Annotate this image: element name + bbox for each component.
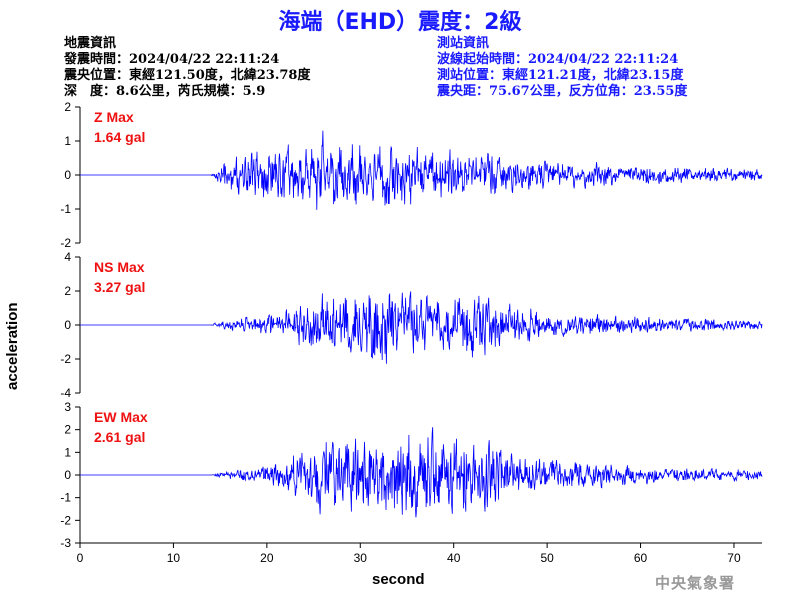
z-max-title: Z Max [94,109,134,125]
z-y-tick-label: 2 [64,100,71,114]
origin-time: 發震時間：2024/04/22 22:11:24 [64,52,280,67]
wave-start-time: 波線起始時間：2024/04/22 22:11:24 [437,52,679,67]
z-y-tick-label: 1 [64,134,71,148]
agency-watermark: 中央氣象署 [655,574,736,592]
epicentral-distance: 震央距：75.67公里，反方位角：23.55度 [437,84,688,99]
ew-y-tick-label: 3 [64,400,71,414]
x-tick-label: 40 [447,551,461,565]
x-tick-label: 70 [727,551,741,565]
ew-y-tick-label: 2 [64,423,71,437]
ns-trace-line [80,291,763,364]
z-trace-line [80,130,763,210]
x-tick-label: 10 [167,551,181,565]
ew-trace-line [80,427,763,518]
x-axis-label: second [372,571,425,588]
station-info-panel: 測站資訊 波線起始時間：2024/04/22 22:11:24 測站位置：東經1… [437,36,687,100]
chart-title: 海端（EHD）震度：2級 [278,10,522,35]
quake-info-panel: 地震資訊 發震時間：2024/04/22 22:11:24 震央位置：東經121… [64,36,310,100]
ew-y-tick-label: -1 [60,491,71,505]
z-y-tick-label: 0 [64,168,71,182]
x-tick-label: 30 [354,551,368,565]
quake-info-header: 地震資訊 [64,36,117,51]
depth-magnitude: 深 度：8.6公里，芮氏規模：5.9 [64,84,266,99]
station-info-header: 測站資訊 [437,36,490,51]
y-axis-label: acceleration [4,302,21,390]
ns-y-tick-label: 0 [64,318,71,332]
ew-y-tick-label: 0 [64,468,71,482]
station-location: 測站位置：東經121.21度，北緯23.15度 [437,68,684,83]
ns-y-tick-label: 4 [64,250,71,264]
ns-max-label: NS Max 3.27 gal [94,257,145,297]
ew-y-tick-label: -2 [60,513,71,527]
ew-y-tick-label: 1 [64,445,71,459]
ew-max-title: EW Max [94,409,148,425]
z-max-value: 1.64 gal [94,129,146,145]
x-tick-label: 0 [77,551,84,565]
x-tick-label: 50 [540,551,554,565]
z-y-tick-label: -1 [60,202,71,216]
x-tick-label: 60 [634,551,648,565]
ns-max-value: 3.27 gal [94,279,146,295]
ew-y-tick-label: -3 [60,536,71,550]
ew-max-value: 2.61 gal [94,429,146,445]
ew-max-label: EW Max 2.61 gal [94,407,148,447]
x-tick-label: 20 [260,551,274,565]
ns-y-tick-label: -2 [60,352,71,366]
ns-max-title: NS Max [94,259,145,275]
z-max-label: Z Max 1.64 gal [94,107,145,147]
ns-y-tick-label: 2 [64,284,71,298]
epicenter-location: 震央位置：東經121.50度，北緯23.78度 [64,68,311,83]
ns-y-tick-label: -4 [60,386,71,400]
z-y-tick-label: -2 [60,236,71,250]
